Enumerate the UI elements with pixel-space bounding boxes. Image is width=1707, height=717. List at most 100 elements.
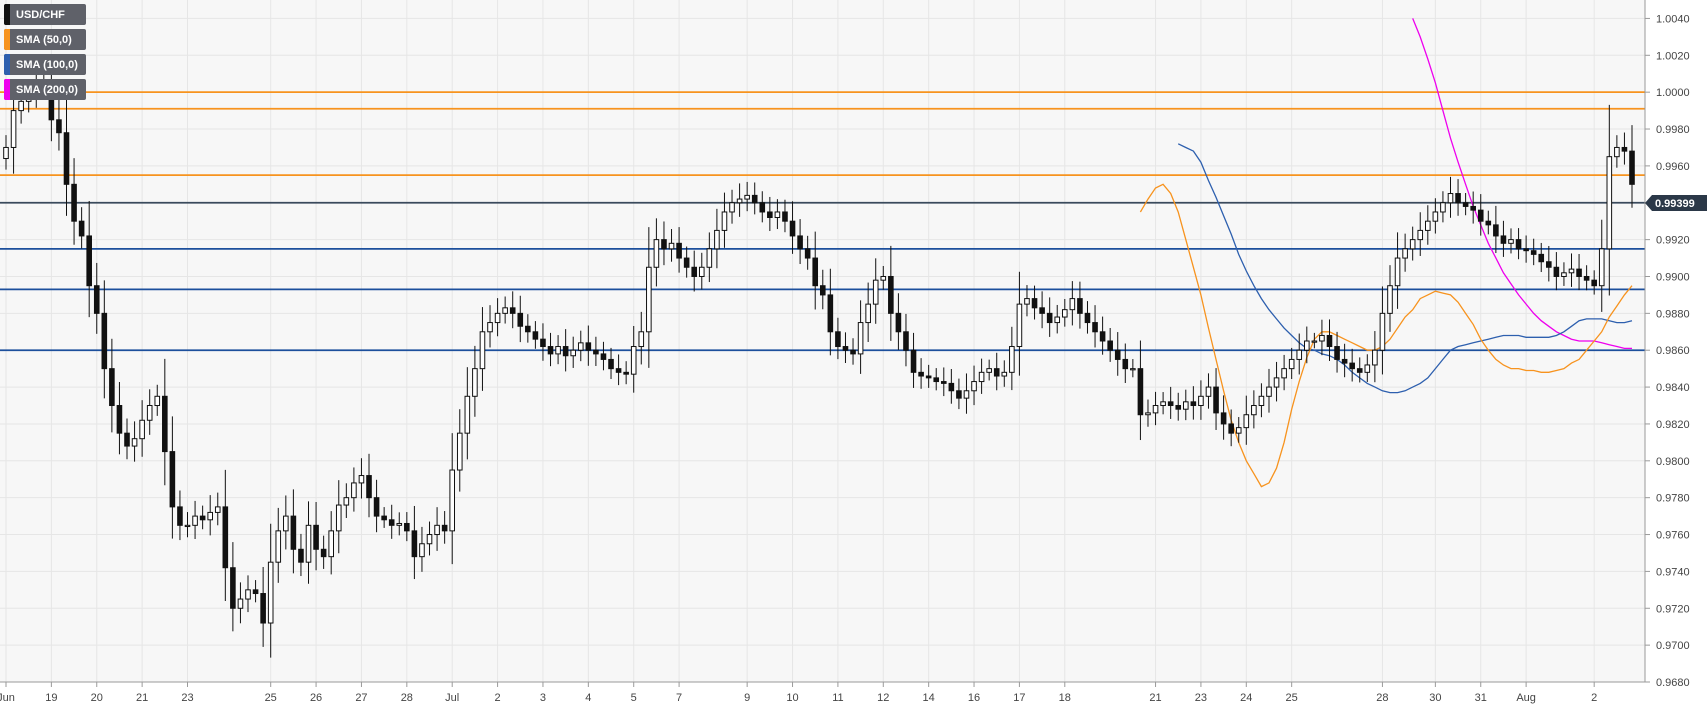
x-tick-label: 19 <box>45 692 57 704</box>
candle-body <box>1281 368 1287 379</box>
candle-body <box>676 242 682 259</box>
candle-body <box>1508 239 1514 244</box>
candle-body <box>199 515 206 521</box>
candle-body <box>207 511 213 521</box>
candle-body <box>366 475 372 499</box>
candle-body <box>698 266 705 277</box>
candle-body <box>1364 364 1371 373</box>
candle-body <box>1258 395 1265 407</box>
x-tick-label: 3 <box>540 692 546 704</box>
y-tick-label: 0.9900 <box>1656 271 1690 283</box>
candle-body <box>260 593 266 624</box>
x-tick-label: 9 <box>744 692 750 704</box>
candle-body <box>1273 377 1280 388</box>
candle-body <box>1001 371 1008 377</box>
legend-label: USD/CHF <box>16 8 65 21</box>
candle-body <box>1477 209 1484 222</box>
candle-body <box>1538 253 1545 263</box>
candle-body <box>313 524 319 550</box>
x-tick-label: 12 <box>877 692 889 704</box>
candle-body <box>1349 362 1355 370</box>
x-tick-label: 21 <box>136 692 148 704</box>
candle-body <box>404 522 410 532</box>
candle-body <box>555 346 561 355</box>
candle-body <box>706 248 713 268</box>
candle-body <box>1568 268 1575 274</box>
candle-body <box>1372 349 1378 366</box>
candle-body <box>1198 395 1204 407</box>
y-tick-label: 0.9780 <box>1656 493 1690 505</box>
candle-body <box>782 211 788 222</box>
candle-body <box>547 346 554 355</box>
candle-body <box>177 506 183 526</box>
candle-body <box>472 368 478 397</box>
x-tick-label: 14 <box>923 692 935 704</box>
candle-body <box>956 390 962 399</box>
x-tick-label: 23 <box>181 692 193 704</box>
x-tick-label: 11 <box>832 692 843 704</box>
x-tick-label: 5 <box>631 692 637 704</box>
candle-body <box>993 368 1000 377</box>
x-tick-label: Jul <box>445 692 459 704</box>
candle-body <box>600 353 607 360</box>
legend-swatch <box>4 29 10 50</box>
candle-body <box>1304 340 1310 351</box>
candle-body <box>1379 312 1386 351</box>
candle-body <box>1296 349 1303 360</box>
candle-body <box>146 405 153 421</box>
candle-body <box>895 312 902 333</box>
candle-body <box>1130 368 1136 371</box>
candle-body <box>275 530 282 563</box>
candle-body <box>1054 316 1061 324</box>
candle-body <box>267 561 274 624</box>
candle-body <box>744 194 750 200</box>
y-tick-label: 0.9860 <box>1656 345 1690 357</box>
candle-body <box>1220 412 1227 425</box>
candle-body <box>1561 272 1567 277</box>
legend-item: SMA (50,0) <box>4 29 86 50</box>
candle-body <box>789 220 796 237</box>
candle-body <box>1145 412 1151 416</box>
candle-body <box>683 257 690 268</box>
candle-body <box>797 235 803 250</box>
candle-body <box>721 211 728 231</box>
candle-body <box>948 382 955 392</box>
candle-body <box>1470 205 1476 211</box>
candle-body <box>101 312 108 370</box>
candle-body <box>1326 334 1333 348</box>
candle-body <box>835 331 841 348</box>
legend-label: SMA (50,0) <box>16 33 72 46</box>
candle-body <box>1425 220 1431 231</box>
candle-body <box>63 132 70 185</box>
x-tick-label: 30 <box>1429 692 1441 704</box>
candle-body <box>184 524 191 528</box>
candle-body <box>1485 220 1492 226</box>
legend-swatch <box>4 54 10 75</box>
candle-body <box>1432 211 1439 222</box>
candle-body <box>343 497 350 506</box>
candle-body <box>86 235 92 287</box>
legend-label: SMA (100,0) <box>16 58 78 71</box>
candle-body <box>1319 334 1325 342</box>
candle-body <box>1228 423 1234 434</box>
candle-body <box>736 198 743 204</box>
candle-body <box>320 548 327 558</box>
x-tick-label: 23 <box>1195 692 1207 704</box>
candle-body <box>1530 250 1537 255</box>
candle-body <box>577 342 584 351</box>
candle-body <box>1553 266 1560 277</box>
candle-body <box>1266 386 1272 397</box>
y-tick-label: 0.9960 <box>1656 161 1690 173</box>
candle-body <box>978 371 985 383</box>
candle-body <box>252 589 259 595</box>
candle-body <box>1440 202 1446 213</box>
candle-body <box>918 371 924 377</box>
candle-body <box>237 598 244 609</box>
candle-body <box>305 524 312 563</box>
candle-body <box>441 524 448 532</box>
candle-body <box>1031 298 1038 309</box>
candle-body <box>1591 279 1597 287</box>
x-tick-label: 7 <box>676 692 682 704</box>
x-tick-label: 28 <box>401 692 413 704</box>
candle-body <box>1092 322 1098 333</box>
